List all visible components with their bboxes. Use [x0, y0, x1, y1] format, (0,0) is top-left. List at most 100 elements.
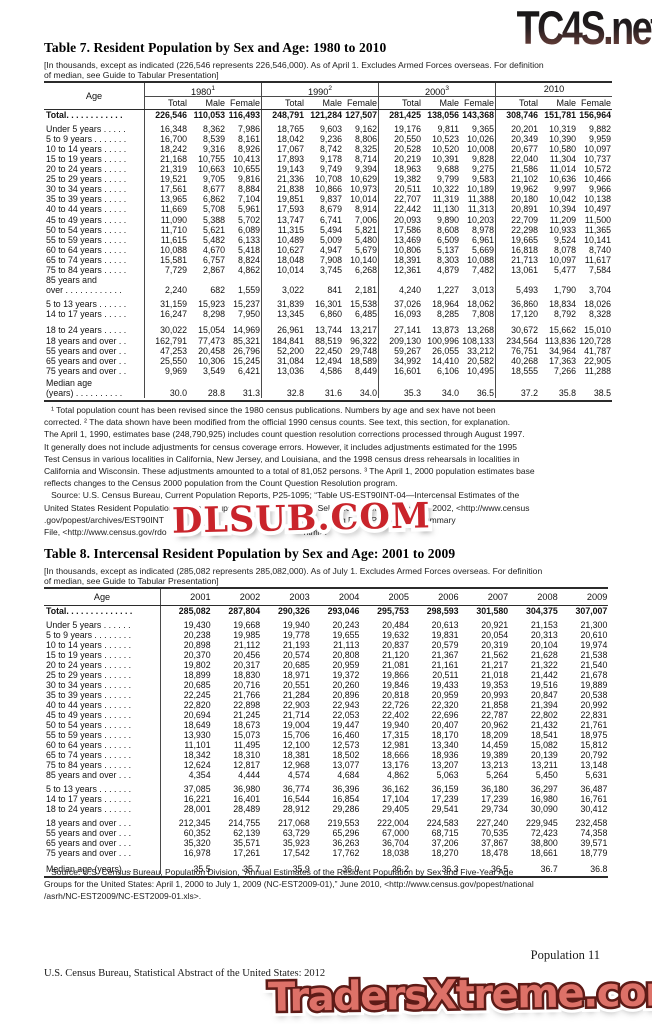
cell-value: 18,555 [511, 365, 538, 376]
cell-value: 7,104 [237, 194, 260, 205]
footnote-marker: 3 [445, 84, 450, 92]
cell-value: 8,884 [237, 184, 260, 195]
cell-value: 19,665 [511, 234, 538, 245]
cell-value: 19,382 [394, 174, 421, 185]
year-group-cells: 19,851 9,837 10,014 [261, 194, 378, 205]
cell-value: 30.0 [169, 388, 187, 399]
year-group-cells: 11,710 5,621 6,089 [144, 224, 261, 235]
cell-value: 17,315 [382, 729, 409, 740]
table7-row: 50 to 54 years . . . . . 11,710 5,621 6,089… [44, 224, 612, 235]
year-group-cells: 18,042 9,236 8,806 [261, 133, 378, 144]
row-label: 55 years and over . . . [46, 827, 132, 838]
year-group-cells: 31,839 16,301 15,538 [261, 295, 378, 310]
cell-value: 19,353 [481, 679, 509, 690]
cell-value: 682 [210, 285, 225, 296]
cell-value: 10,466 [584, 174, 611, 185]
cell-value: 19,846 [382, 679, 409, 690]
year-cells: 13,930 15,073 15,706 16,460 17,315 18,170 18,2… [160, 729, 607, 740]
sub-header: Total [284, 97, 304, 108]
year-group-cells: 26,961 13,744 13,217 [261, 319, 378, 336]
cell-value: 21,586 [511, 164, 538, 175]
cell-value: 295,753 [377, 605, 409, 616]
cell-value: 12,981 [382, 739, 409, 750]
cell-value: 10,097 [549, 254, 576, 265]
cell-value: 1,790 [553, 285, 576, 296]
cell-value: 1,227 [436, 285, 459, 296]
row-label: 85 years and over . . . . . . . . . . . . [44, 275, 144, 295]
cell-value: 9,749 [319, 164, 342, 175]
cell-value: 18,830 [233, 669, 261, 680]
cell-value: 20,484 [382, 619, 409, 630]
source-line: /asrh/NC-EST2009/NC-EST2009-01.xls>. [44, 891, 202, 902]
year-group-cells: 13,469 6,509 6,961 [378, 234, 495, 245]
cell-value: 13,217 [350, 325, 377, 336]
table8-row: 55 years and over . . . 60,352 62,139 63,72… [44, 827, 608, 838]
year-group-cells: 52,200 22,450 29,748 [261, 345, 378, 356]
source-line: Groups for the United States: April 1, 2… [44, 879, 534, 890]
table8-row: 14 to 17 years . . . . . . 16,221 16,401 16… [44, 793, 608, 804]
footnote-line: Test Census in various localities in Cal… [44, 453, 520, 464]
row-label: 75 years and over . . . [46, 847, 132, 858]
cell-value: 9,275 [471, 164, 494, 175]
cell-value: 15,923 [198, 299, 225, 310]
table7-row: Total. . . . . . . . . . . . 226,546 110,0… [44, 109, 612, 120]
cell-value: 20,319 [481, 639, 509, 650]
table7-row: 20 to 24 years . . . . . 21,319 10,663 10,6… [44, 164, 612, 175]
cell-value: 22,802 [530, 709, 558, 720]
cell-value: 8,742 [319, 143, 342, 154]
source-line: Source: U.S. Census Bureau, Population D… [44, 867, 514, 877]
cell-value: 21,432 [530, 719, 558, 730]
cell-value: 9,997 [553, 184, 576, 195]
cell-value: 4,444 [238, 769, 261, 780]
cell-value: 3,549 [202, 365, 225, 376]
cell-value: 19,430 [183, 619, 211, 630]
table7-row: 75 to 84 years . . . . . 7,729 2,867 4,862 1… [44, 265, 612, 276]
cell-value: 16,700 [160, 133, 187, 144]
table7-year-group-header: 20003 Total Male Female [378, 82, 495, 109]
year-group-cells: 10,014 3,745 6,268 [261, 265, 378, 276]
cell-value: 21,284 [282, 689, 310, 700]
cell-value: 15,662 [549, 325, 576, 336]
cell-value: 36,980 [233, 783, 261, 794]
table7-note: [In thousands, except as indicated (226,… [44, 60, 612, 81]
cell-value: 212,345 [178, 817, 211, 828]
note-line: of median, see Guide to Tabular Presenta… [44, 576, 219, 587]
cell-value: 13,469 [394, 234, 421, 245]
cell-value: 11,319 [432, 194, 459, 205]
cell-value: 19,516 [530, 679, 558, 690]
cell-value: 224,583 [426, 817, 459, 828]
year-group-cells: 17,586 8,608 8,978 [378, 224, 495, 235]
cell-value: 28,489 [233, 803, 261, 814]
cell-value: 18,026 [584, 299, 611, 310]
cell-value: 9,583 [471, 174, 494, 185]
cell-value: 37,867 [481, 837, 509, 848]
table7-header: Age 19801 Total Male Female 19902 Total Male Fe… [44, 80, 612, 110]
cell-value: 18,649 [183, 719, 211, 730]
cell-value: 10,806 [394, 244, 421, 255]
year-group-cells: 13,345 6,860 6,485 [261, 309, 378, 320]
table8-row: 15 to 19 years . . . . . . 20,370 20,456 20… [44, 649, 608, 660]
year-group-cells: 22,442 11,130 11,313 [378, 204, 495, 215]
cell-value: 16,980 [530, 793, 558, 804]
year-cells: 20,370 20,456 20,574 20,808 21,120 21,367 21,5… [160, 649, 607, 660]
year-cells: 19,430 19,668 19,940 20,243 20,484 20,613 20,9… [160, 615, 607, 630]
cell-value: 22,707 [394, 194, 421, 205]
note-line: of median, see Guide to Tabular Presenta… [44, 70, 219, 81]
cell-value: 11,615 [160, 234, 187, 245]
cell-value: 13,340 [431, 739, 459, 750]
cell-value: 19,521 [160, 174, 187, 185]
table8-row: Median age (years) . . 35.5 35.7 35.9 36.0 36… [44, 857, 608, 874]
sub-header: Total [518, 97, 538, 108]
cell-value: 18,673 [233, 719, 261, 730]
cell-value: 5,821 [354, 224, 377, 235]
sub-header: Female [463, 97, 494, 108]
cell-value: 37,206 [431, 837, 459, 848]
cell-value: 20,538 [580, 689, 608, 700]
cell-value: 34,964 [549, 345, 576, 356]
cell-value: 6,106 [436, 365, 459, 376]
cell-value: 10,580 [549, 143, 576, 154]
cell-value: 70,535 [481, 827, 509, 838]
cell-value: 15,082 [530, 739, 558, 750]
cell-value: 52,200 [277, 345, 304, 356]
